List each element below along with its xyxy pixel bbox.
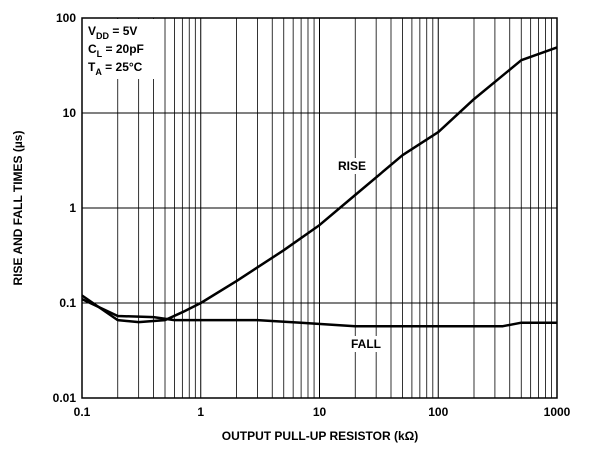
y-tick-label: 0.01 xyxy=(53,391,77,405)
condition: CL = 20pF xyxy=(88,42,144,59)
line xyxy=(81,297,557,328)
condition-subscript: DD xyxy=(96,31,109,41)
condition-symbol: C xyxy=(88,42,97,56)
x-tick-label: 0.1 xyxy=(74,405,91,419)
condition-value: = 5V xyxy=(109,24,137,38)
series-label: RISE xyxy=(338,159,366,173)
x-tick-label: 10 xyxy=(313,405,327,419)
y-tick-label: 0.1 xyxy=(59,296,76,310)
y-tick-label: 100 xyxy=(56,11,76,25)
x-tick-label: 1000 xyxy=(544,405,571,419)
x-axis-label: OUTPUT PULL-UP RESISTOR (kΩ) xyxy=(222,429,419,443)
y-tick-label: 10 xyxy=(63,106,77,120)
y-axis-label: RISE AND FALL TIMES (µs) xyxy=(11,131,25,286)
condition-value: = 20pF xyxy=(102,42,144,56)
condition: TA = 25°C xyxy=(88,60,143,77)
line xyxy=(81,46,558,324)
condition: VDD = 5V xyxy=(88,24,137,41)
condition-subscript: A xyxy=(95,67,102,77)
plot-frame xyxy=(81,17,558,399)
condition-value: = 25°C xyxy=(102,60,143,74)
y-tick-label: 1 xyxy=(69,201,76,215)
x-tick-label: 1 xyxy=(197,405,204,419)
condition-symbol: T xyxy=(88,60,96,74)
x-tick-label: 100 xyxy=(428,405,448,419)
conditions-box xyxy=(83,19,157,79)
series-label-bg xyxy=(344,336,388,352)
condition-symbol: V xyxy=(88,24,96,38)
condition-subscript: L xyxy=(97,49,103,59)
series-label-bg xyxy=(330,158,374,174)
series-label: FALL xyxy=(351,337,381,351)
